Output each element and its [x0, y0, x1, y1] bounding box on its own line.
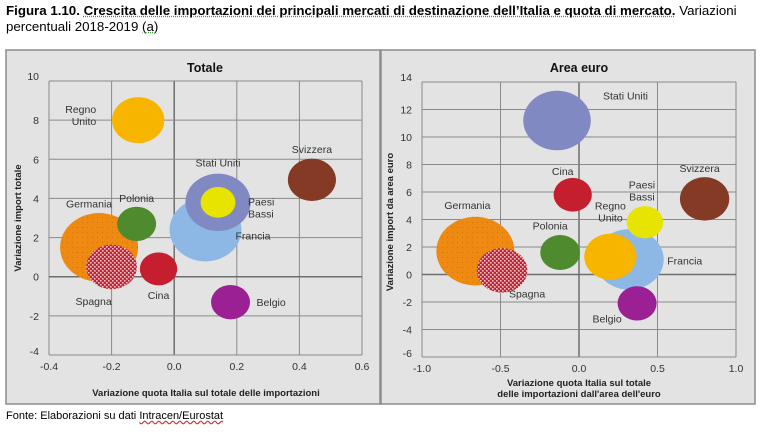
bubble-label-francia: Francia — [667, 255, 702, 267]
bubble-label-germania: Germania — [444, 200, 490, 212]
y-axis-label: Variazione import da area euro — [385, 153, 396, 292]
x-tick-label: 0.0 — [572, 363, 587, 375]
bubble-polonia — [540, 235, 581, 270]
x-tick-label: -0.5 — [491, 363, 509, 375]
y-tick-label: 4 — [406, 215, 412, 227]
chart-title: Area euro — [550, 61, 609, 75]
x-axis-label-line-2: delle importazioni dall'area dell'euro — [497, 389, 661, 400]
y-tick-label: 10 — [27, 71, 39, 83]
bubbles — [60, 97, 336, 320]
chart-panel-totale: Germania Spagna Polonia Regno Unito Cina Franc… — [5, 49, 381, 405]
x-tick-label: -0.2 — [103, 361, 121, 373]
bubble-spagna — [86, 244, 137, 290]
y-tick-label: -6 — [403, 348, 412, 360]
bubble-label-spagna: Spagna — [75, 296, 111, 308]
bubble-label-polonia: Polonia — [119, 193, 154, 205]
figure-number: Figura 1.10. — [6, 3, 80, 18]
bubble-cina — [553, 177, 592, 212]
bubble-label-svizzera: Svizzera — [679, 163, 719, 175]
chart-panel-area-euro: Germania Spagna Stati Uniti Cina Polonia Fran… — [380, 49, 756, 405]
figure-subtitle: Variazioni percentuali 2018-2019 — [6, 3, 737, 34]
x-tick-label: 0.2 — [229, 361, 244, 373]
y-axis-label: Variazione import totale — [13, 164, 24, 271]
bubble-labels: Germania Spagna Polonia Regno Unito Cina Franc… — [65, 104, 332, 309]
bubble-label-regno-unito: Regno Unito — [595, 201, 626, 225]
bubbles — [436, 90, 730, 321]
x-tick-label: 1.0 — [729, 363, 744, 375]
y-tick-label: 8 — [33, 115, 39, 127]
bubble-belgio — [617, 286, 657, 321]
y-tick-label: -4 — [30, 346, 39, 358]
bubble-label-polonia: Polonia — [533, 221, 568, 233]
source-note: Fonte: Elaborazioni su dati Intracen/Eur… — [6, 410, 223, 422]
y-tick-label: -2 — [403, 297, 412, 309]
y-tick-label: 4 — [33, 193, 39, 205]
bubble-paesi-bassi — [626, 206, 664, 239]
chart-title: Totale — [187, 61, 223, 75]
x-axis-label: Variazione quota Italia sul totale delle… — [92, 388, 320, 399]
bubble-label-regno-unito: Regno Unito — [65, 104, 96, 128]
y-tick-label: 0 — [406, 270, 412, 282]
bubble-label-paesi-bassi: Paesi Bassi — [629, 179, 655, 203]
bubble-label-cina: Cina — [148, 290, 170, 302]
bubble-label-paesi-bassi: Paesi Bassi — [248, 196, 274, 220]
x-tick-label: 0.0 — [167, 361, 182, 373]
bubble-belgio — [211, 284, 251, 320]
y-tick-labels: -6 -4 -2 0 2 4 6 8 10 12 14 — [400, 72, 412, 360]
bubble-label-stati-uniti: Stati Uniti — [603, 91, 648, 103]
bubble-svizzera — [287, 158, 336, 201]
bubble-stati-uniti — [523, 90, 591, 151]
x-tick-labels: -0.4 -0.2 0.0 0.2 0.4 0.6 — [40, 361, 369, 373]
y-tick-label: 12 — [400, 105, 412, 117]
x-tick-label: -0.4 — [40, 361, 58, 373]
y-tick-label: 8 — [406, 160, 412, 172]
y-tick-label: 0 — [33, 272, 39, 284]
x-tick-label: -1.0 — [413, 363, 431, 375]
y-tick-label: 6 — [33, 154, 39, 166]
figure-title: Crescita delle importazioni dei principa… — [83, 3, 676, 18]
bubble-label-belgio: Belgio — [257, 297, 286, 309]
bubble-label-spagna: Spagna — [509, 288, 545, 300]
bubble-cina — [139, 252, 178, 286]
bubble-label-francia: Francia — [236, 231, 271, 243]
y-tick-labels: -4 -2 0 2 4 6 8 10 — [27, 71, 39, 358]
bubble-paesi-bassi — [200, 186, 236, 218]
bubble-label-belgio: Belgio — [592, 313, 621, 325]
bubble-label-cina: Cina — [552, 166, 574, 178]
bubble-label-germania: Germania — [66, 198, 112, 210]
bubble-labels: Germania Spagna Stati Uniti Cina Polonia Fran… — [444, 91, 720, 326]
x-tick-label: 0.4 — [292, 361, 307, 373]
bubble-svizzera — [679, 177, 730, 221]
y-tick-label: 2 — [33, 233, 39, 245]
bubble-regno-unito — [584, 233, 637, 280]
x-tick-label: 0.6 — [355, 361, 370, 373]
bubble-polonia — [117, 206, 157, 242]
bubble-label-stati-uniti: Stati Uniti — [196, 157, 241, 169]
figure-caption: Figura 1.10. Crescita delle importazioni… — [6, 3, 758, 35]
source-prefix: Fonte: Elaborazioni su dati — [6, 410, 140, 422]
x-tick-labels: -1.0 -0.5 0.0 0.5 1.0 — [413, 363, 743, 375]
y-tick-label: -4 — [403, 325, 412, 337]
bubble-spagna — [476, 248, 528, 293]
y-tick-label: 6 — [406, 187, 412, 199]
y-tick-label: 14 — [400, 72, 412, 84]
y-tick-label: -2 — [30, 311, 39, 323]
x-axis-label-line-1: Variazione quota Italia sul totale — [507, 378, 651, 389]
figure-note-ref: (a) — [142, 19, 159, 34]
y-tick-label: 2 — [406, 242, 412, 254]
bubble-label-svizzera: Svizzera — [292, 144, 332, 156]
source-name: Intracen/Eurostat — [139, 410, 224, 422]
y-tick-label: 10 — [400, 132, 412, 144]
x-tick-label: 0.5 — [650, 363, 665, 375]
bubble-regno-unito — [112, 97, 165, 144]
